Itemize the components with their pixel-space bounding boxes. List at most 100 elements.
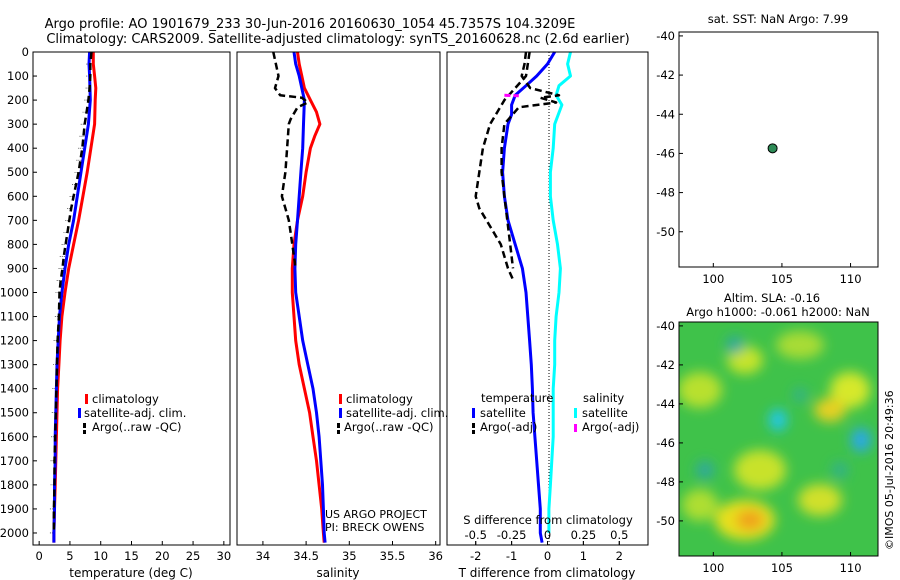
sla-map-panel: Altim. SLA: -0.16 Argo h1000: -0.061 h20… xyxy=(656,291,879,575)
legend-heading-salinity: salinity xyxy=(583,391,624,405)
x-tick-label: -2 xyxy=(470,549,481,563)
argo-float-location-marker xyxy=(767,143,778,154)
depth-tick-label: 1500 xyxy=(0,406,29,420)
location-map-frame xyxy=(678,31,879,268)
legend-label-satellite-adj: satellite-adj. clim. xyxy=(84,406,186,420)
map-longitude-tick-labels: 100 105 110 xyxy=(702,263,862,286)
map-lon-label: 105 xyxy=(771,561,793,575)
credit-pi: PI: BRECK OWENS xyxy=(325,521,424,534)
x-tick-label: 1 xyxy=(580,549,587,563)
depth-tick-label: 1900 xyxy=(0,502,29,516)
legend-label-argo-raw: Argo(..raw -QC) xyxy=(344,420,434,434)
sla-map-latitude-tick-labels: -40 -42 -44 -46 -48 -50 xyxy=(656,319,683,528)
s-difference-axis-label: S difference from climatology xyxy=(463,513,633,527)
x-tick-label: 35 xyxy=(342,549,357,563)
series-line-argo-raw-qc xyxy=(52,51,93,533)
difference-panel: -2 -1 0 1 2 -0.5 -0.25 0 0.25 0.5 S difference f… xyxy=(446,51,649,580)
legend-swatch-argo xyxy=(337,423,340,428)
x-tick-label: -0.5 xyxy=(464,528,486,542)
salinity-axes-frame xyxy=(236,51,441,546)
salinity-legend: climatology satellite-adj. clim. Argo(..… xyxy=(337,392,448,434)
x-tick-label: 36 xyxy=(428,549,443,563)
depth-tick-label: 100 xyxy=(7,69,29,83)
legend-swatch-argo-2 xyxy=(83,430,86,434)
sla-map-frame xyxy=(678,321,879,557)
x-tick-label: 34.5 xyxy=(293,549,319,563)
legend-swatch-satellite xyxy=(78,408,81,418)
series-line-salinity-argo-adj-flagged xyxy=(504,93,519,98)
title-line1: Argo profile: AO 1901679_233 30-Jun-2016… xyxy=(45,17,576,32)
depth-tick-label: 2000 xyxy=(0,526,29,540)
x-tick-label: 2 xyxy=(616,549,623,563)
x-tick-label: 5 xyxy=(66,549,73,563)
temperature-axis-label: temperature (deg C) xyxy=(69,566,192,580)
s-difference-tick-labels: -0.5 -0.25 0 0.25 0.5 xyxy=(464,528,628,545)
x-tick-label: 35.5 xyxy=(380,549,406,563)
map-lat-label: -42 xyxy=(656,358,675,372)
map-lat-label: -40 xyxy=(656,319,675,333)
legend-label-t-argo: Argo(-adj) xyxy=(480,420,537,434)
x-tick-label: 30 xyxy=(217,549,232,563)
sla-title-line1: Altim. SLA: -0.16 xyxy=(724,291,820,305)
x-tick-label: 0 xyxy=(544,549,551,563)
difference-axes-frame xyxy=(446,51,649,546)
map-lat-label: -48 xyxy=(656,475,675,489)
legend-heading-temperature: temperature xyxy=(481,391,553,405)
x-tick-label: 0 xyxy=(544,528,551,542)
map-lat-label: -50 xyxy=(656,514,675,528)
x-tick-label: 20 xyxy=(155,549,170,563)
series-line-climatology xyxy=(290,51,326,543)
series-line-argo-raw-qc xyxy=(272,51,310,269)
legend-swatch-argo xyxy=(83,423,86,428)
x-tick-label: 10 xyxy=(93,549,108,563)
legend-label-satellite-adj: satellite-adj. clim. xyxy=(346,406,448,420)
series-line-temperature-satellite xyxy=(501,51,556,543)
legend-swatch-s-satellite xyxy=(574,408,577,418)
sst-title: sat. SST: NaN Argo: 7.99 xyxy=(708,12,849,26)
x-tick-label: 25 xyxy=(186,549,201,563)
legend-swatch-satellite xyxy=(339,408,342,418)
temperature-series xyxy=(52,51,98,543)
sla-map-longitude-tick-labels: 100 105 110 xyxy=(702,552,862,575)
depth-tick-label: 1800 xyxy=(0,478,29,492)
legend-label-t-satellite: satellite xyxy=(480,406,526,420)
x-tick-label: 0 xyxy=(35,549,42,563)
temperature-tick-labels: 0 5 10 15 20 25 30 xyxy=(35,541,231,563)
depth-tick-label: 1000 xyxy=(0,285,29,299)
map-lat-label: -44 xyxy=(656,397,675,411)
map-lon-label: 105 xyxy=(771,272,793,286)
map-lat-label: -50 xyxy=(656,225,675,239)
legend-swatch-climatology xyxy=(339,394,342,404)
legend-swatch-argo-2 xyxy=(337,430,340,434)
depth-tick-label: 1200 xyxy=(0,334,29,348)
x-tick-label: 0.25 xyxy=(571,528,597,542)
x-tick-label: 15 xyxy=(124,549,139,563)
imos-watermark: ©IMOS 05-Jul-2016 20:49:36 xyxy=(883,390,896,550)
map-lat-label: -46 xyxy=(656,146,675,160)
map-lat-label: -46 xyxy=(656,436,675,450)
depth-tick-label: 1300 xyxy=(0,358,29,372)
t-difference-tick-labels: -2 -1 0 1 2 xyxy=(470,541,623,563)
sla-title-line2: Argo h1000: -0.061 h2000: NaN xyxy=(686,305,870,319)
location-map-panel: sat. SST: NaN Argo: 7.99 -40 -42 -44 -46 -48… xyxy=(656,12,879,286)
t-difference-axis-label: T difference from climatology xyxy=(458,566,636,580)
difference-legend: temperature salinity satellite satellite… xyxy=(472,391,639,434)
legend-label-s-satellite: satellite xyxy=(582,406,628,420)
x-tick-label: -0.25 xyxy=(497,528,527,542)
depth-tick-label: 600 xyxy=(7,189,29,203)
map-lat-label: -42 xyxy=(656,68,675,82)
sea-level-anomaly-image xyxy=(679,322,878,556)
depth-tick-label: 200 xyxy=(7,93,29,107)
map-lat-label: -48 xyxy=(656,186,675,200)
legend-swatch-t-argo-2 xyxy=(472,430,475,434)
salinity-tick-labels: 34 34.5 35 35.5 36 xyxy=(256,541,443,563)
depth-tick-label: 700 xyxy=(7,213,29,227)
salinity-series xyxy=(272,51,327,543)
legend-swatch-s-argo xyxy=(574,424,577,432)
depth-tick-labels: 0 100 200 300 400 500 600 700 800 900 1000 1100 1200… xyxy=(0,45,37,540)
map-lon-label: 100 xyxy=(702,272,724,286)
depth-tick-label: 500 xyxy=(7,165,29,179)
legend-label-climatology: climatology xyxy=(346,392,413,406)
map-lon-label: 110 xyxy=(840,272,862,286)
